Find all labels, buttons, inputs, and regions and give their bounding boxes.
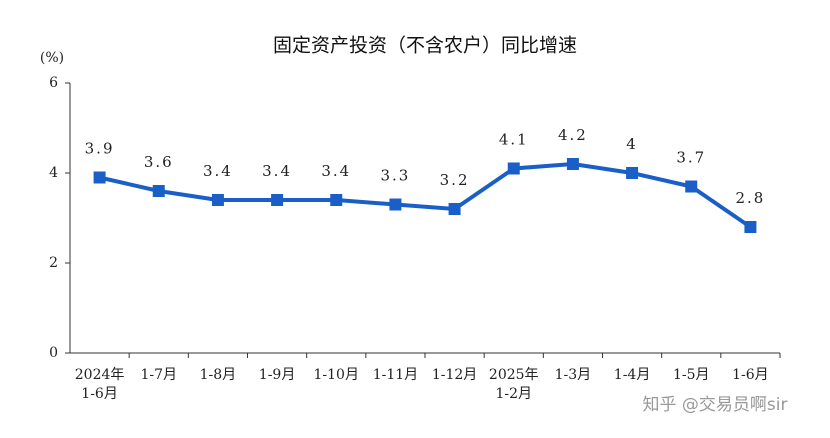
watermark: 知乎 @交易员啊sir <box>643 395 788 415</box>
value-label: 4 <box>626 135 638 153</box>
x-tick-label: 1-6月 <box>732 367 769 383</box>
y-tick-label: 4 <box>49 165 58 181</box>
y-unit: (%) <box>40 50 64 66</box>
x-tick-label: 1-12月 <box>432 367 477 383</box>
x-tick-label: 1-10月 <box>314 367 359 383</box>
marker <box>566 158 579 170</box>
marker <box>211 194 224 206</box>
x-tick-label: 1-11月 <box>373 367 418 383</box>
value-label: 3.7 <box>676 149 706 167</box>
x-tick-label: 1-4月 <box>614 367 651 383</box>
marker <box>685 180 698 193</box>
x-tick-label: 1-8月 <box>200 367 237 383</box>
value-label: 4.1 <box>499 131 529 149</box>
marker <box>507 162 520 175</box>
y-tick-label: 2 <box>49 255 58 271</box>
value-label: 3.3 <box>380 167 410 185</box>
line <box>99 161 752 229</box>
x-tick-label: 2024年 1-6月 <box>75 367 125 402</box>
value-label: 3.6 <box>144 153 174 171</box>
marker <box>330 194 343 206</box>
marker <box>152 185 165 197</box>
y-tick-label: 0 <box>49 345 58 361</box>
marker <box>93 171 106 184</box>
x-tick-label: 1-7月 <box>140 367 177 383</box>
y-tick-label: 6 <box>49 75 58 91</box>
value-label: 4.2 <box>558 126 588 144</box>
value-label: 3.9 <box>85 140 115 158</box>
marker <box>626 167 639 179</box>
value-label: 3.4 <box>262 162 292 180</box>
x-tick-label: 1-9月 <box>259 367 296 383</box>
value-label: 2.8 <box>735 189 765 207</box>
marker <box>448 203 461 215</box>
value-label: 3.4 <box>321 162 351 180</box>
x-tick-label: 2025年 1-2月 <box>489 367 539 402</box>
chart-title: 固定资产投资（不含农户）同比增速 <box>273 35 577 57</box>
x-tick-label: 1-3月 <box>555 367 592 383</box>
x-tick-label: 1-5月 <box>673 367 710 383</box>
marker <box>744 221 757 233</box>
marker <box>389 198 402 211</box>
value-label: 3.2 <box>440 171 470 189</box>
marker <box>271 194 284 206</box>
value-label: 3.4 <box>203 162 233 180</box>
